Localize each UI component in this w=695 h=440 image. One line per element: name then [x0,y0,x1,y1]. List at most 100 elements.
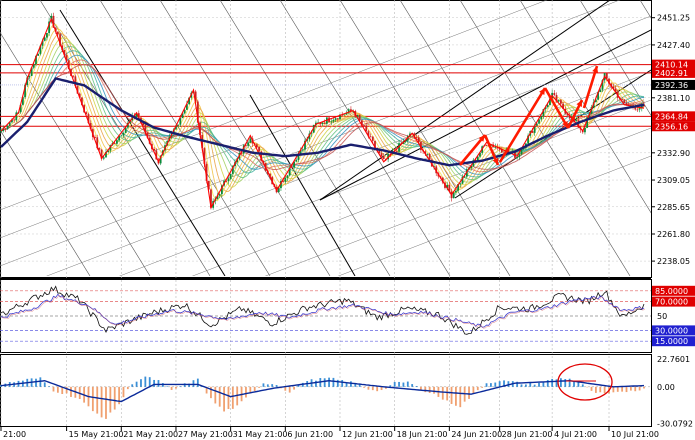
hist-bar-286 [625,386,628,393]
hist-bar-190 [415,386,418,387]
hist-bar-250 [546,380,549,387]
candle-body-280 [612,86,615,89]
hist-bar-52 [113,386,116,410]
hist-bar-158 [345,382,348,387]
candle-body-53 [116,140,118,144]
hist-bar-202 [441,386,444,400]
candle-body-194 [424,151,427,155]
hist-bar-116 [253,386,256,392]
candle-body-175 [382,156,385,159]
fan-line-up-7 [337,155,651,276]
hist-bar-260 [568,378,571,387]
candle-body-14 [30,67,33,76]
candle-body-202 [441,177,444,183]
hist-bar-20 [43,382,46,387]
hist-bar-24 [52,386,55,392]
candle-body-166 [363,125,365,127]
hist-tick-label-2: -30.0792 [657,420,693,429]
hist-bar-246 [538,382,540,387]
candle-body-20 [43,37,46,41]
candle-body-238 [520,149,523,155]
candle-body-35 [76,86,79,94]
candle-body-257 [562,103,564,109]
hist-bar-62 [135,381,138,387]
hist-bar-196 [428,386,431,393]
candle-body-130 [284,177,287,182]
osc-tag-bg-4 [652,336,695,347]
candle-body-31 [67,60,70,70]
candle-body-251 [549,98,551,106]
candle-body-93 [203,148,206,164]
candle-body-135 [295,159,298,162]
hist-bar-282 [616,386,619,392]
candle-body-33 [72,75,75,77]
hist-bar-238 [520,384,523,387]
hist-signal-line [0,379,645,403]
arrow-6-shaft [582,65,599,109]
candle-body-110 [240,153,243,154]
fan-line-up-0 [0,0,548,211]
candle-body-11 [24,85,26,98]
candle-body-112 [245,145,247,147]
candle-body-114 [249,138,252,143]
ma-ribbon-9 [0,64,645,171]
hist-bar-206 [450,386,453,404]
candle-body-146 [319,122,322,125]
hist-bar-162 [354,383,357,387]
candle-body-237 [518,154,521,157]
candle-body-171 [374,140,376,148]
candle-body-142 [310,132,313,134]
candle-body-224 [490,144,492,146]
candle-body-195 [426,153,429,155]
hist-bar-164 [358,384,361,387]
candle-body-168 [367,131,370,137]
hist-bar-268 [586,386,589,388]
hist-bar-216 [472,386,475,394]
candle-body-153 [334,118,337,120]
candle-body-85 [186,104,188,110]
arrow-3-head [539,88,545,95]
candle-body-272 [594,99,597,103]
arrow-4-shaft [543,87,570,129]
candle-body-284 [621,99,624,100]
hist-bar-58 [126,386,129,390]
candle-body-222 [485,145,488,147]
candle-body-215 [470,166,473,169]
hist-bar-154 [336,379,339,387]
hist-bar-210 [459,386,462,408]
x-tick-label-4: 31 May 21:00 [233,430,288,439]
candle-body-43 [94,137,96,138]
candle-body-170 [371,136,374,141]
hist-bar-104 [227,386,230,409]
candle-body-286 [625,103,628,105]
hist-bar-264 [577,380,580,387]
hist-bar-68 [148,377,151,387]
hist-bar-168 [367,386,370,390]
candle-body-45 [98,148,101,150]
candle-body-226 [494,147,497,148]
osc-tick-label-4: 15.0000 [655,337,688,346]
candle-body-259 [566,113,569,116]
candle-body-248 [542,109,545,117]
candle-body-267 [584,127,586,133]
slow-moving-average [0,77,645,167]
candle-body-26 [56,31,59,35]
candle-body-174 [380,153,383,157]
candle-body-30 [65,55,68,61]
candle-body-18 [39,45,42,54]
candle-body-158 [345,112,348,115]
candle-body-83 [181,113,184,119]
candle-body-204 [446,184,449,188]
candle-body-73 [159,155,162,164]
candle-body-293 [640,104,643,109]
hist-bar-224 [490,383,492,387]
candle-body-89 [194,91,197,102]
hist-bar-120 [262,383,265,387]
hist-bar-98 [214,386,217,404]
candle-body-243 [531,131,534,133]
hist-bar-82 [179,386,182,387]
candle-body-56 [122,132,125,136]
hist-tick-label-0: 22.7601 [657,355,690,364]
candle-body-159 [347,109,350,113]
hist-bar-248 [542,382,545,387]
